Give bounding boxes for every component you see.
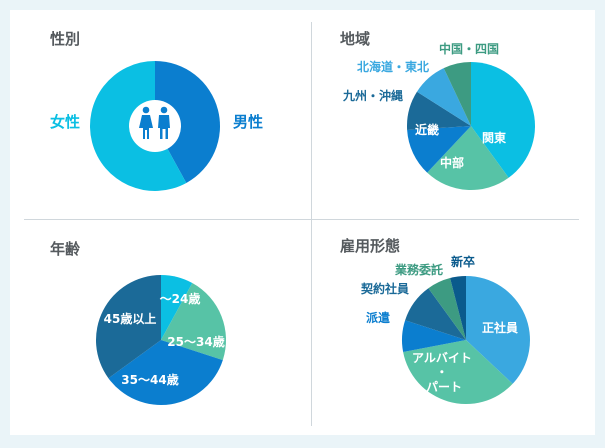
region-slice-kanto xyxy=(471,62,536,178)
age-label-35-44: 35〜44歳 xyxy=(121,372,178,387)
region-slice-kyushu xyxy=(407,91,471,131)
region-label-kanto: 関東 xyxy=(482,130,506,145)
region-slice-chubu xyxy=(427,126,509,191)
age-title: 年齢 xyxy=(50,240,81,258)
gender-label-female: 女性 xyxy=(50,113,80,131)
part-time-label-line2: ・ xyxy=(436,365,448,379)
age-pie xyxy=(95,275,227,406)
region-label-chugoku: 中国・四国 xyxy=(439,41,499,56)
employment-pie xyxy=(401,276,530,404)
employment-slice-gyomu xyxy=(428,278,466,340)
employment-slice-seishain xyxy=(466,276,530,384)
horizontal-divider xyxy=(24,219,579,220)
employment-label-part-time: アルバイト ・ パート xyxy=(412,351,476,394)
age-slice-under-24 xyxy=(161,275,193,340)
gender-pie xyxy=(89,61,220,191)
employment-label-seishain: 正社員 xyxy=(482,320,518,335)
age-label-45-plus: 45歳以上 xyxy=(104,311,157,326)
region-label-kyushu: 九州・沖縄 xyxy=(342,88,403,103)
age-slice-35-44 xyxy=(108,340,223,406)
region-slice-chugoku xyxy=(443,62,471,126)
part-time-label-line3: パート xyxy=(426,380,462,394)
age-label-25-34: 25〜34歳 xyxy=(167,334,224,349)
employment-slice-haken xyxy=(401,320,466,352)
employment-slice-keiyaku xyxy=(405,288,466,340)
gender-label-male: 男性 xyxy=(233,113,263,131)
gender-icon-circle xyxy=(129,100,181,152)
employment-label-haken: 派遣 xyxy=(366,310,390,325)
employment-label-keiyaku: 契約社員 xyxy=(360,281,409,296)
region-pie xyxy=(407,62,536,191)
employment-slice-part-time xyxy=(403,340,513,404)
employment-label-gyomu: 業務委託 xyxy=(394,262,443,277)
male-female-icon xyxy=(139,106,170,139)
gender-title: 性別 xyxy=(50,30,81,48)
employment-title: 雇用形態 xyxy=(340,237,401,255)
region-label-hokkaido: 北海道・東北 xyxy=(357,59,429,74)
region-label-kinki: 近畿 xyxy=(415,122,439,137)
employment-slice-shinsotsu xyxy=(450,276,466,340)
employment-label-shinsotsu: 新卒 xyxy=(451,254,475,269)
part-time-label-line1: アルバイト xyxy=(412,351,472,365)
region-title: 地域 xyxy=(340,30,371,48)
age-slice-45-plus xyxy=(95,275,161,379)
gender-slice-male xyxy=(155,61,220,183)
age-label-under-24: 〜24歳 xyxy=(160,291,201,306)
region-label-chubu: 中部 xyxy=(440,155,464,170)
vertical-divider xyxy=(311,22,312,426)
region-slice-kinki xyxy=(407,126,471,173)
region-slice-hokkaido xyxy=(416,68,471,126)
age-slice-25-34 xyxy=(161,283,227,361)
